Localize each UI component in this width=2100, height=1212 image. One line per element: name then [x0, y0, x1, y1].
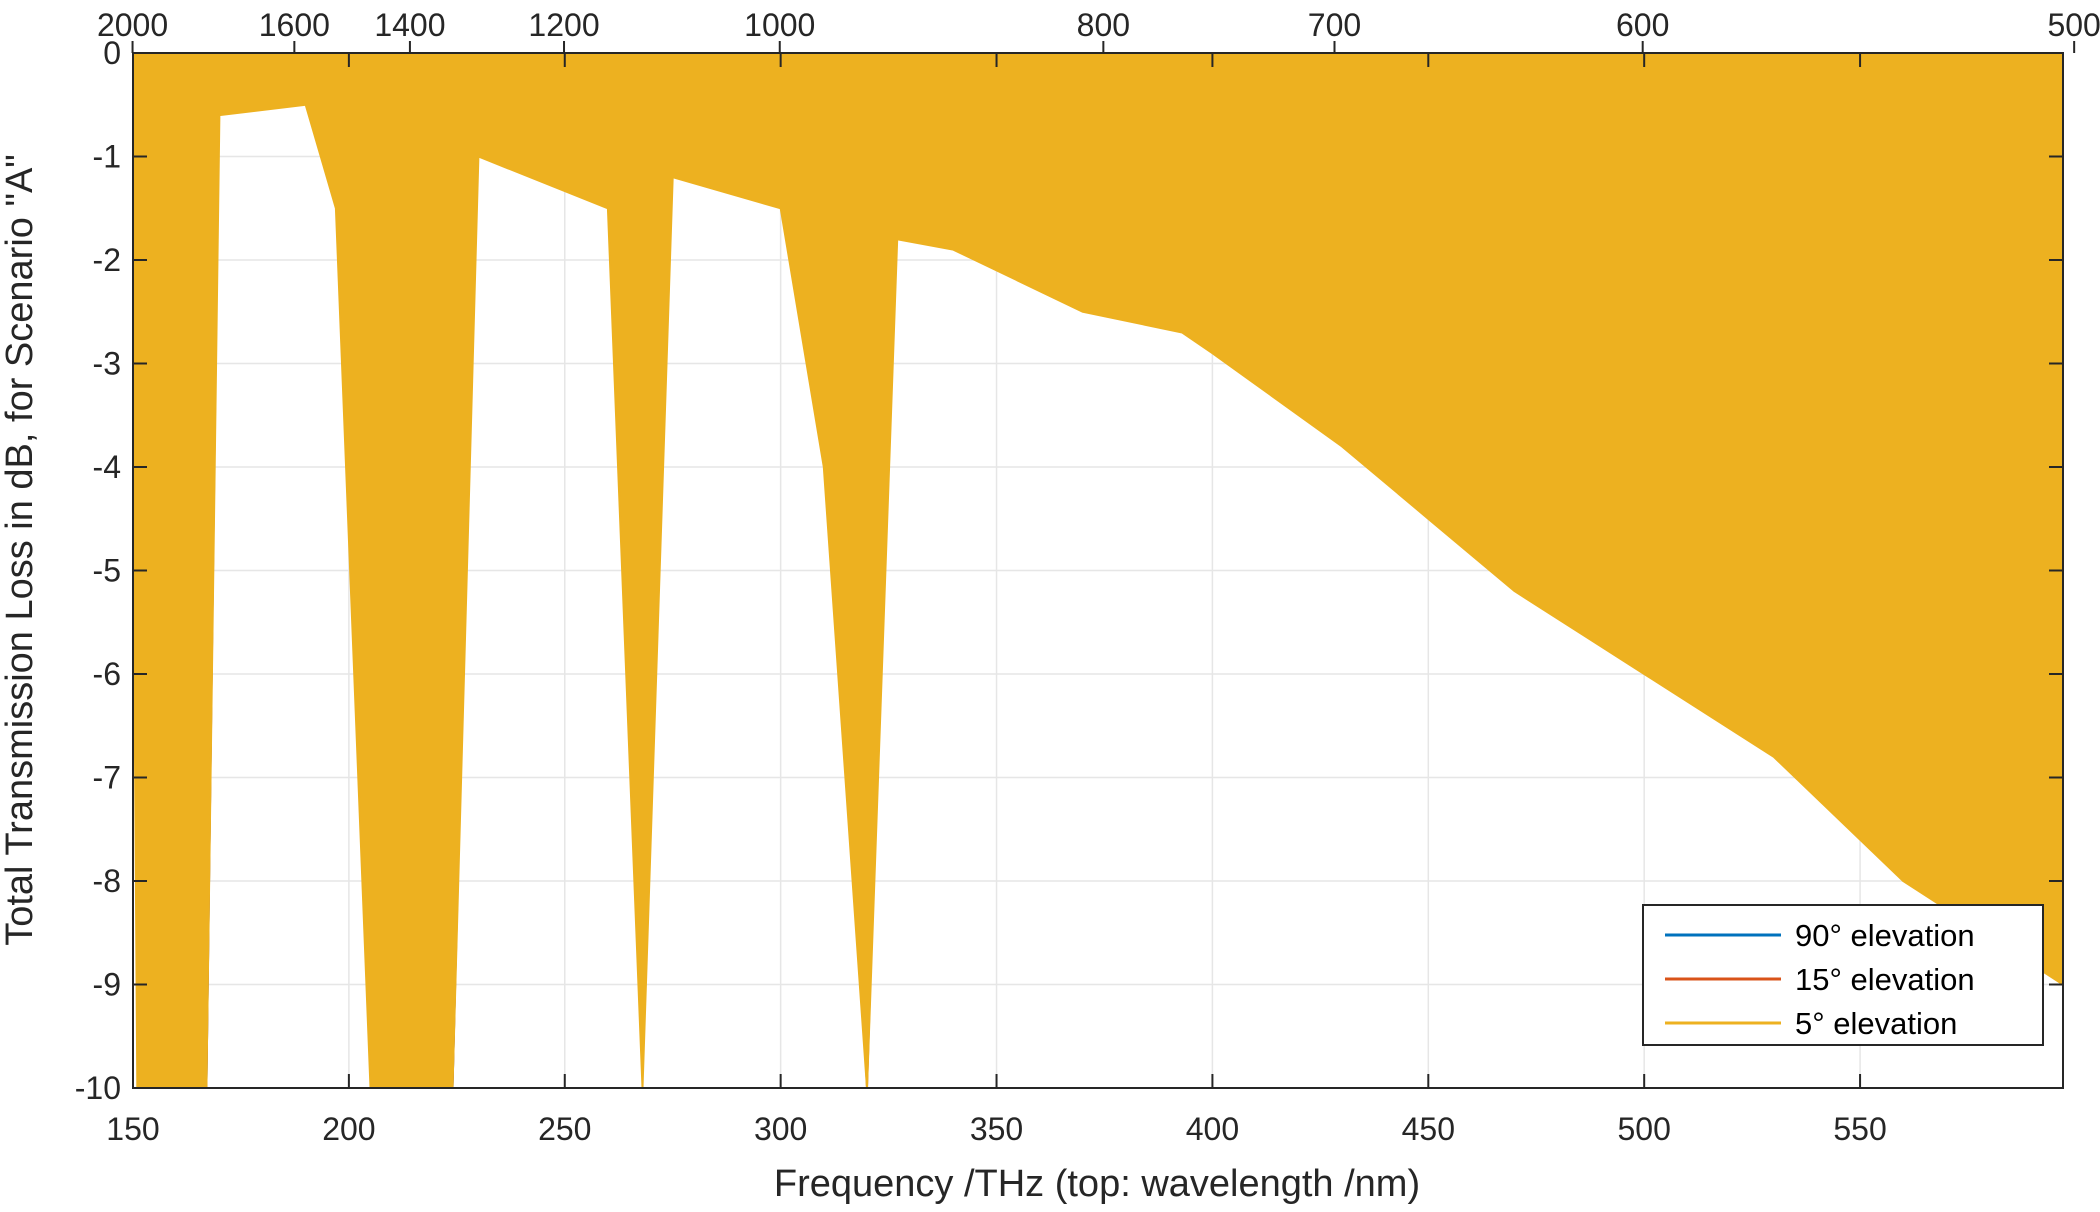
y-tick-label: -5	[93, 553, 121, 589]
legend-label: 90° elevation	[1795, 918, 1975, 953]
series-area-2	[132, 52, 2064, 1089]
y-tick-label: -7	[93, 760, 121, 796]
y-tick-label: -3	[93, 346, 121, 382]
y-tick-label: -9	[93, 967, 121, 1003]
y-tick-label: 0	[103, 35, 121, 71]
x-tick-label: 400	[1186, 1111, 1239, 1147]
top-tick-label: 1600	[259, 7, 330, 43]
x-tick-label: 300	[754, 1111, 807, 1147]
x-tick-label: 500	[1617, 1111, 1670, 1147]
top-tick-label: 800	[1077, 7, 1130, 43]
x-tick-label: 200	[322, 1111, 375, 1147]
legend: 90° elevation 15° elevation 5° elevation	[1642, 904, 2044, 1046]
y-tick-label: -10	[75, 1070, 121, 1106]
y-tick-label: -8	[93, 863, 121, 899]
top-tick-label: 500	[2047, 7, 2100, 43]
y-tick-label: -1	[93, 139, 121, 175]
tick-labels: 150 200 250 300 350 400 450 500 550 0 -1 -2 -3 -4 -5 -6…	[75, 7, 2100, 1147]
top-tick-label: 2000	[97, 7, 168, 43]
top-tick-label: 1200	[528, 7, 599, 43]
x-tick-label: 550	[1833, 1111, 1886, 1147]
x-tick-label: 450	[1402, 1111, 1455, 1147]
top-tick-label: 1000	[744, 7, 815, 43]
y-tick-label: -6	[93, 656, 121, 692]
series-areas	[132, 52, 2064, 1089]
y-tick-label: -2	[93, 242, 121, 278]
top-tick-label: 1400	[374, 7, 445, 43]
legend-label: 15° elevation	[1795, 962, 1975, 997]
legend-label: 5° elevation	[1795, 1006, 1957, 1041]
axes	[131, 41, 2076, 1089]
top-tick-label: 600	[1616, 7, 1669, 43]
x-axis-label: Frequency /THz (top: wavelength /nm)	[774, 1163, 1420, 1205]
x-tick-label: 150	[106, 1111, 159, 1147]
x-tick-label: 350	[970, 1111, 1023, 1147]
y-tick-label: -4	[93, 449, 121, 485]
y-axis-label: Total Transmission Loss in dB, for Scena…	[0, 154, 41, 946]
top-tick-label: 700	[1308, 7, 1361, 43]
x-tick-label: 250	[538, 1111, 591, 1147]
